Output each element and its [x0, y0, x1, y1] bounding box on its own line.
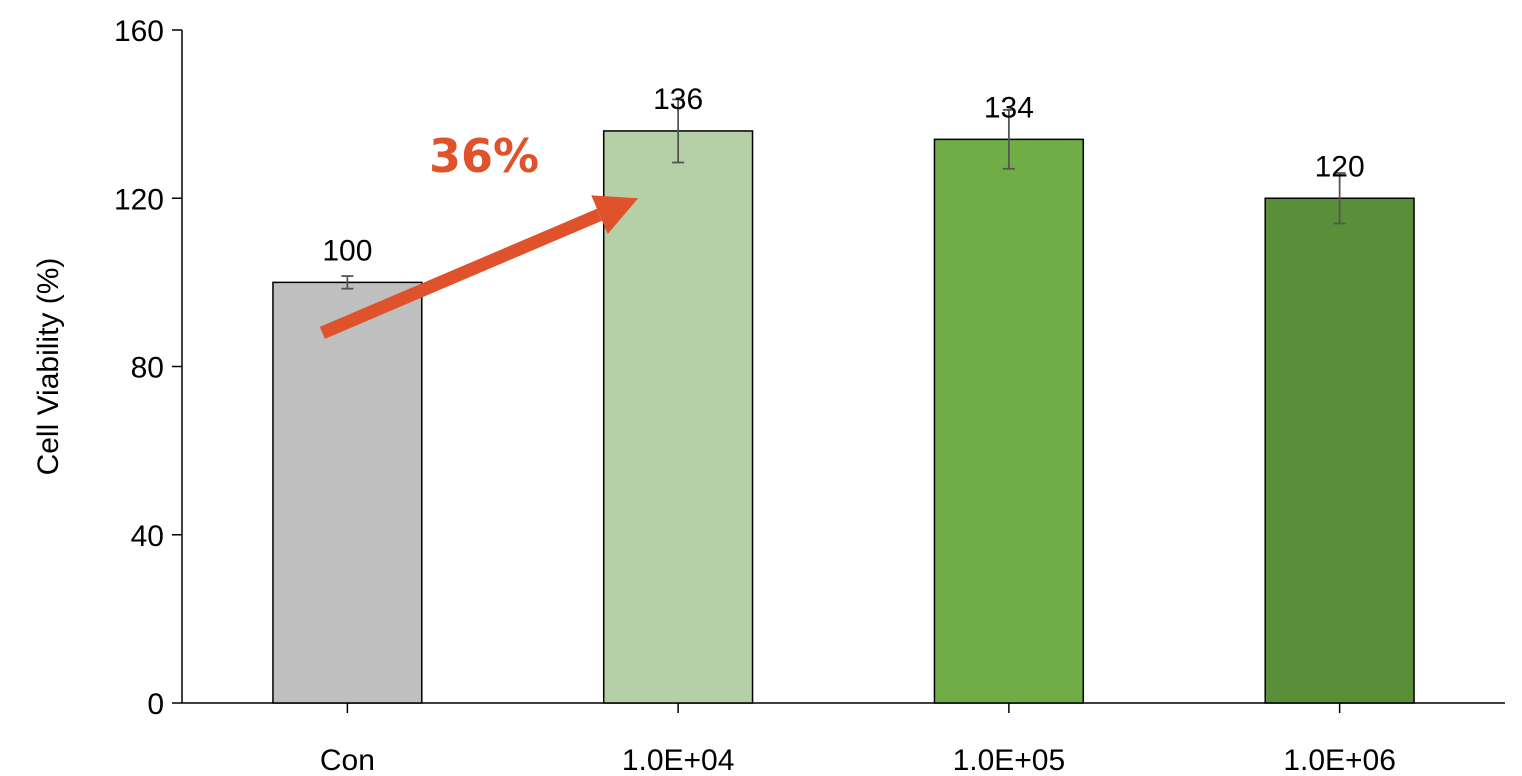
- bar-1.0E+04: [602, 130, 754, 704]
- bar-1.0E+06: [1264, 197, 1415, 704]
- axes: 0 40 80 120 160 Cell Viability (%) Con 1.0E+04 1…: [32, 15, 1505, 776]
- bar-Con: [272, 281, 423, 704]
- x-tick-label: 1.0E+05: [953, 744, 1066, 776]
- data-label: 134: [984, 91, 1034, 124]
- y-axis-title: Cell Viability (%): [32, 258, 65, 476]
- y-tick-label: 160: [114, 15, 164, 48]
- x-tick-label: 1.0E+06: [1283, 744, 1396, 776]
- arrow-shaft: [319, 208, 603, 339]
- annotation-label: 36%: [429, 129, 539, 183]
- y-tick-label: 120: [114, 183, 164, 216]
- x-tick-label: Con: [320, 744, 375, 776]
- data-label: 120: [1315, 150, 1365, 183]
- y-tick-label: 80: [131, 352, 164, 385]
- data-label: 136: [653, 83, 703, 116]
- growth-annotation: 36%: [319, 129, 639, 339]
- data-label: 100: [322, 234, 372, 267]
- arrow-head: [591, 195, 639, 235]
- bars: 100 136 134 120: [272, 83, 1415, 704]
- y-tick-label: 40: [131, 520, 164, 553]
- y-tick-label: 0: [147, 688, 164, 721]
- bar-1.0E+05: [933, 138, 1085, 704]
- x-tick-label: 1.0E+04: [622, 744, 735, 776]
